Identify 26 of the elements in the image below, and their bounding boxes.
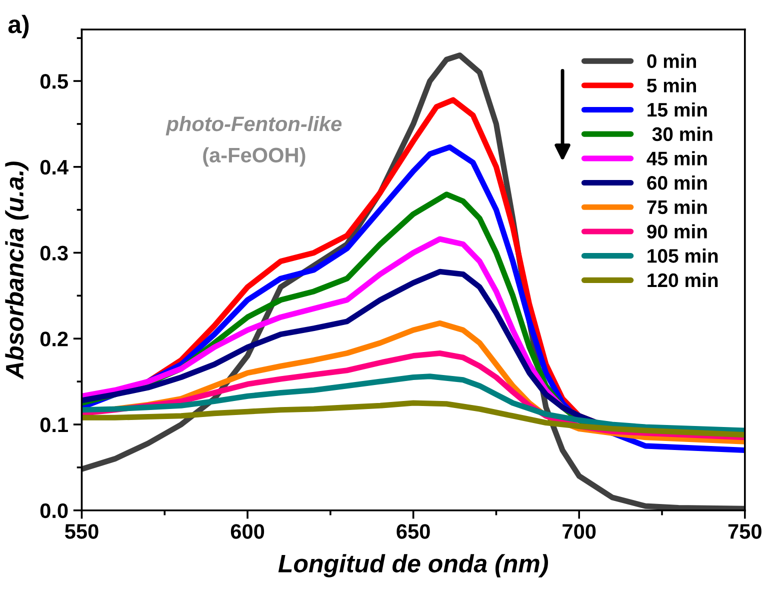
legend-label: 120 min xyxy=(648,272,718,288)
x-tick-label: 700 xyxy=(562,524,596,539)
y-tick-label: 0.3 xyxy=(40,246,68,261)
y-tick-label: 0.4 xyxy=(40,160,68,175)
y-tick-label: 0.5 xyxy=(40,74,68,89)
x-tick-label: 600 xyxy=(230,524,264,539)
legend-label: 90 min xyxy=(647,224,707,238)
legend-label: 30 min xyxy=(652,126,712,142)
legend-label: 75 min xyxy=(647,200,707,214)
legend-label: 45 min xyxy=(646,151,707,166)
annotation: photo-Fenton-like xyxy=(166,116,342,136)
y-tick-label: 0.0 xyxy=(40,503,68,518)
legend-label: 15 min xyxy=(648,102,707,117)
y-axis-title: Absorbancia (u.a.) xyxy=(5,162,28,380)
legend-label: 60 min xyxy=(647,175,707,190)
legend-label: 105 min xyxy=(648,248,718,263)
x-tick-label: 650 xyxy=(396,524,430,539)
legend-label: 0 min xyxy=(647,54,696,68)
x-axis-title: Longitud de onda (nm) xyxy=(278,554,548,578)
y-tick-label: 0.2 xyxy=(40,332,68,346)
text: a) xyxy=(8,14,29,38)
annotation: (a-FeOOH) xyxy=(203,147,306,167)
y-tick-label: 0.1 xyxy=(40,417,68,432)
x-tick-label: 750 xyxy=(728,524,762,539)
legend-label: 5 min xyxy=(647,78,696,92)
x-tick-label: 550 xyxy=(65,524,98,539)
